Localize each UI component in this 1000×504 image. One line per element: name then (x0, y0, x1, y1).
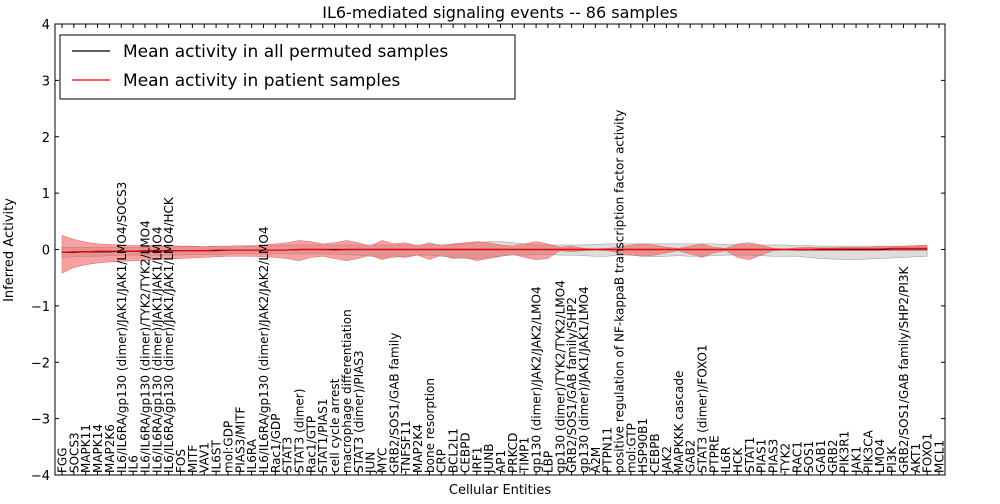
legend-box (59, 34, 516, 100)
x-tick-label: STAT3 (dimer)/FOXO1 (695, 344, 709, 473)
x-tick-label: AKT1 (909, 443, 923, 473)
legend-label-patient: Mean activity in patient samples (123, 71, 400, 91)
x-tick-label: PIAS1 (755, 439, 769, 473)
x-tick-label: GRB2 (826, 439, 840, 473)
y-axis-label: Inferred Activity (2, 198, 17, 302)
x-tick-label: IL6/IL6RA/gp130 (dimer)/JAK1/JAK1/LMO4/S… (115, 182, 129, 473)
x-tick-label: MAP2K4 (411, 424, 425, 473)
x-tick-label: STAT3 (dimer) (293, 389, 307, 473)
x-tick-label: VAV1 (198, 442, 212, 473)
x-tick-label: GAB1 (814, 440, 828, 473)
chart-title: IL6-mediated signaling events -- 86 samp… (322, 3, 678, 22)
x-tick-label: TNFSF11 (399, 420, 413, 474)
x-tick-label: RAC1 (790, 441, 804, 473)
y-tick-label: −1 (31, 300, 50, 315)
x-tick-label: STAT1 (743, 437, 757, 473)
x-tick-label: mol:GDP (221, 421, 235, 473)
x-tick-label: HCK (731, 447, 745, 473)
x-tick-label: PIAS3 (767, 439, 781, 473)
y-tick-label: 3 (42, 74, 50, 89)
x-tick-label: mol:GTP (624, 423, 638, 473)
x-tick-label: IL6ST (210, 440, 224, 473)
x-tick-label: STAT1/PIAS1 (316, 398, 330, 473)
x-tick-label: PIK3CA (861, 429, 875, 473)
x-tick-label: SOCS3 (67, 432, 81, 473)
y-tick-label: −3 (31, 413, 50, 428)
y-tick-label: 1 (42, 187, 50, 202)
x-tick-label: GAB2 (684, 440, 698, 473)
x-axis-label: Cellular Entities (449, 483, 551, 498)
x-tick-label: gp130 (dimer)/JAK2/JAK2/LMO4 (530, 286, 544, 473)
x-tick-label: TYK2 (778, 443, 792, 474)
x-tick-label: FOXO1 (921, 433, 935, 473)
chart-legend: Mean activity in all permuted samples Me… (59, 34, 516, 100)
x-tick-label: CEBPB (648, 433, 662, 473)
x-tick-label: JAK1 (850, 446, 864, 474)
x-tick-label: IL6/IL6RA/gp130 (dimer)/JAK2/JAK2/LMO4 (257, 227, 271, 473)
x-tick-label: IL6/IL6RA/gp130 (dimer)/JAK1/JAK1/LMO4 (150, 227, 164, 473)
x-tick-label: JAK2 (660, 446, 674, 474)
plot-area: −4−3−2−101234FGGSOCS3MAPK11MAPK14MAP2K6I… (31, 18, 947, 484)
x-tick-label: IL6/IL6RA/gp130 (dimer)/JAK1/JAK1/LMO4/H… (162, 196, 176, 473)
x-tick-label: PTPRE (707, 435, 721, 473)
x-tick-label: Rac1/GDP (269, 414, 283, 473)
x-tick-label: BCL2L1 (447, 428, 461, 473)
patient-samples-line (61, 247, 928, 253)
x-tick-label: gp130 (dimer)/TYK2/TYK2/LMO4 (553, 280, 567, 473)
x-tick-label: PTPN11 (601, 427, 615, 473)
x-tick-label: MAP2K6 (103, 424, 117, 473)
x-tick-label: CEBPD (458, 432, 472, 473)
x-tick-label: STAT3 (dimer)/PIAS3 (352, 350, 366, 473)
x-tick-label: PIK3R1 (838, 431, 852, 473)
x-tick-label: gp130 (dimer)/JAK1/JAK1/LMO4 (577, 286, 591, 473)
x-tick-label: IL6 (127, 455, 141, 473)
x-tick-label: LMO4 (873, 439, 887, 473)
x-tick-label: macrophage differentiation (340, 309, 354, 473)
y-tick-label: 0 (42, 244, 50, 259)
x-tick-label: IL6R (719, 447, 733, 473)
y-tick-label: 4 (42, 18, 50, 33)
y-tick-label: 2 (42, 131, 50, 146)
x-tick-label: HSP90B1 (636, 418, 650, 473)
legend-label-permuted: Mean activity in all permuted samples (123, 42, 448, 62)
x-tick-label: PI3K (885, 446, 899, 473)
x-tick-label: MITF (186, 445, 200, 473)
x-tick-label: JUN (364, 452, 378, 474)
x-tick-label: MYC (375, 448, 389, 473)
y-tick-label: −2 (31, 356, 50, 371)
x-tick-label: JUNB (482, 443, 496, 474)
x-tick-label: FGG (56, 448, 70, 474)
x-tick-label: cell cycle arrest (328, 378, 342, 473)
x-tick-label: TIMP1 (518, 437, 532, 474)
x-tick-label: MCL1 (933, 440, 947, 473)
x-tick-label: LBP (541, 451, 555, 473)
y-tick-label: −4 (31, 469, 50, 484)
x-tick-label: FOS (174, 449, 188, 473)
patient-samples-band (61, 235, 928, 274)
x-tick-label: STAT3 (281, 437, 295, 473)
x-tick-label: A2M (589, 447, 603, 473)
x-tick-label: SOS1 (802, 441, 816, 473)
x-tick-label: MAPKKK cascade (672, 371, 686, 473)
x-tick-label: MAPK14 (91, 424, 105, 473)
x-tick-label: GRB2/SOS1/GAB family/SHP2/PI3K (897, 265, 911, 473)
x-tick-label: PRKCD (506, 433, 520, 473)
x-tick-label: GRB2/SOS1/GAB family/SHP2 (565, 297, 579, 473)
x-tick-label: Rac1/GTP (304, 416, 318, 473)
x-tick-label: GRB2/SOS1/GAB family (387, 333, 401, 474)
x-tick-label: IL6/IL6RA/gp130 (dimer)/TYK2/TYK2/LMO4 (138, 220, 152, 473)
x-tick-label: bone resorption (423, 378, 437, 473)
x-tick-label: IRF1 (470, 447, 484, 473)
x-tick-label: MAPK11 (79, 424, 93, 473)
x-tick-label: PIAS3/MITF (233, 406, 247, 473)
x-tick-label: CRP (435, 449, 449, 473)
x-tick-label: AP1 (494, 450, 508, 473)
x-tick-label: positive regulation of NF-kappaB transcr… (613, 110, 627, 473)
x-tick-label: IL6RA (245, 438, 259, 473)
